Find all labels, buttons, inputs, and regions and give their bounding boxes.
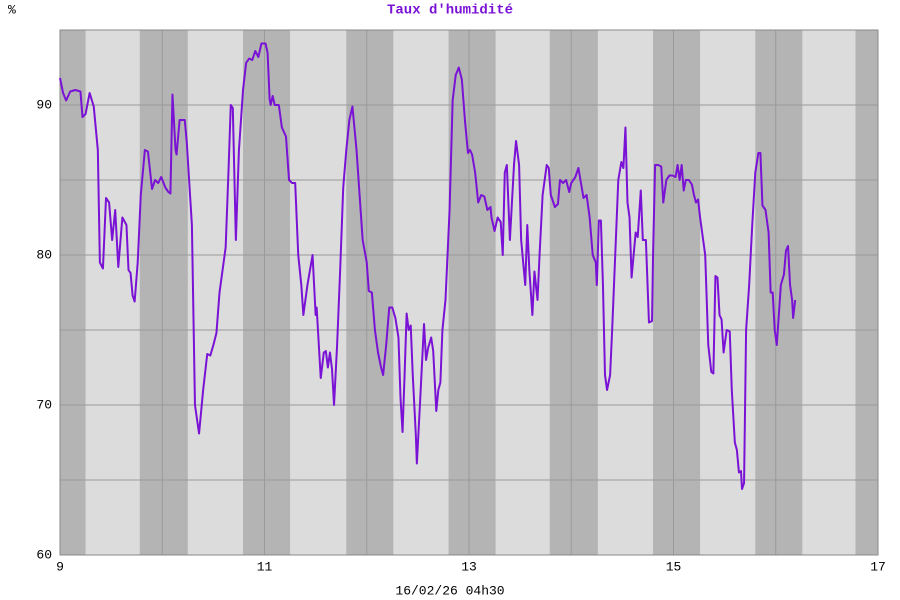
x-tick-label: 15: [666, 559, 682, 574]
night-band: [60, 30, 86, 555]
night-band: [549, 30, 598, 555]
night-band: [139, 30, 188, 555]
night-band: [448, 30, 496, 555]
night-band: [755, 30, 803, 555]
x-tick-label: 11: [257, 559, 273, 574]
y-tick-label: 80: [36, 247, 52, 262]
y-axis-label: %: [8, 2, 16, 17]
x-tick-label: 9: [56, 559, 64, 574]
night-band: [855, 30, 878, 555]
x-axis-label: 16/02/26 04h30: [395, 583, 504, 598]
humidity-line: [59, 42, 797, 490]
y-tick-label: 90: [36, 97, 52, 112]
y-tick-label: 70: [36, 397, 52, 412]
night-band: [653, 30, 701, 555]
x-tick-label: 13: [461, 559, 477, 574]
chart-title: Taux d'humidité: [387, 3, 513, 19]
plot-frame: [59, 29, 879, 556]
y-tick-label: 60: [36, 547, 52, 562]
night-band: [243, 30, 291, 555]
x-tick-label: 17: [870, 559, 886, 574]
